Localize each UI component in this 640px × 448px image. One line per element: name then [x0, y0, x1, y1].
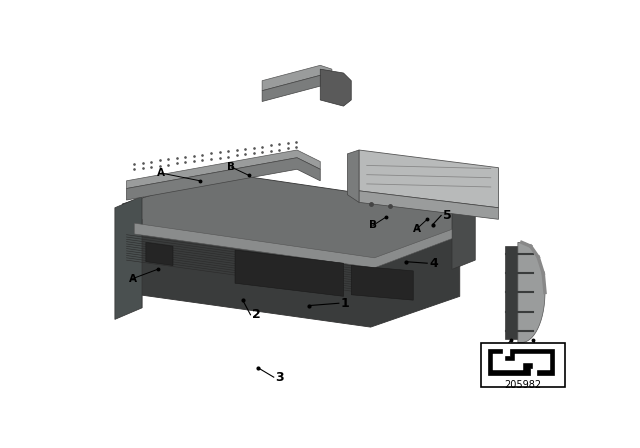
Text: A: A — [413, 224, 421, 233]
Text: 5: 5 — [443, 209, 452, 222]
Text: B: B — [227, 162, 235, 172]
Polygon shape — [359, 191, 499, 220]
Text: 1: 1 — [340, 297, 349, 310]
Polygon shape — [127, 150, 320, 189]
Bar — [481, 343, 565, 387]
Polygon shape — [127, 158, 320, 200]
Text: A: A — [499, 345, 506, 355]
Polygon shape — [123, 231, 460, 327]
Polygon shape — [351, 266, 413, 300]
Polygon shape — [123, 173, 460, 266]
Polygon shape — [452, 198, 476, 269]
Polygon shape — [348, 150, 359, 202]
Polygon shape — [493, 354, 550, 370]
Text: 4: 4 — [429, 257, 438, 270]
Polygon shape — [359, 150, 499, 208]
Text: A: A — [157, 168, 165, 178]
Text: 205982: 205982 — [504, 380, 541, 390]
Text: B: B — [369, 220, 377, 230]
Polygon shape — [115, 196, 142, 319]
Polygon shape — [134, 223, 452, 268]
Polygon shape — [488, 349, 554, 375]
Polygon shape — [320, 69, 351, 106]
Polygon shape — [518, 242, 545, 343]
Text: B: B — [533, 345, 541, 355]
Text: A: A — [129, 274, 137, 284]
Polygon shape — [146, 242, 173, 266]
Polygon shape — [235, 250, 344, 296]
Polygon shape — [505, 246, 525, 339]
Text: 3: 3 — [276, 370, 284, 383]
Polygon shape — [262, 75, 332, 102]
Text: 2: 2 — [252, 308, 261, 321]
Polygon shape — [123, 204, 142, 308]
Polygon shape — [262, 65, 332, 90]
